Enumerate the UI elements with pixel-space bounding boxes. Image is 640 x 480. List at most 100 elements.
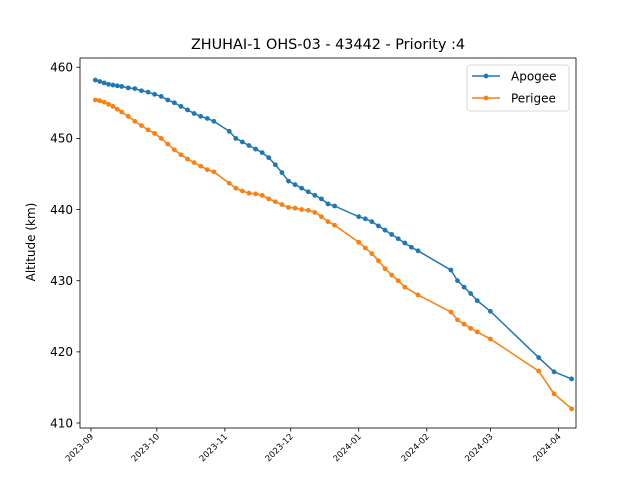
data-point-perigee [402,284,408,290]
data-point-apogee [106,81,111,87]
legend-label-apogee: Apogee [511,69,557,83]
data-point-apogee [389,232,395,237]
y-tick-label: 410 [50,416,73,430]
data-point-perigee [382,266,388,272]
data-point-apogee [101,80,107,86]
data-point-apogee [551,369,557,375]
data-point-apogee [97,79,103,84]
data-point-apogee [395,236,401,242]
data-point-apogee [356,214,362,220]
data-point-apogee [119,84,125,89]
data-point-apogee [402,240,408,246]
y-tick-label: 460 [50,61,73,75]
data-point-apogee [226,128,232,134]
data-point-apogee [125,85,131,91]
data-point-perigee [152,131,158,136]
data-point-apogee [279,170,285,175]
data-point-perigee [569,406,575,412]
data-point-perigee [488,336,493,342]
data-point-apogee [114,83,120,89]
data-point-apogee [415,248,421,254]
data-point-apogee [332,203,337,209]
data-point-perigee [185,156,190,162]
data-point-apogee [266,155,272,161]
data-point-perigee [191,160,197,166]
data-point-apogee [185,107,190,113]
data-point-perigee [415,292,421,298]
data-point-apogee [191,111,197,116]
data-point-apogee [448,267,454,273]
legend-swatch-marker [483,95,489,101]
data-point-apogee [165,97,171,103]
x-tick-label: 2023-12 [264,432,296,464]
data-point-perigee [204,167,210,173]
data-point-perigee [253,191,258,197]
plot-area [92,77,575,412]
data-point-perigee [369,251,375,257]
data-point-perigee [292,205,298,211]
data-point-apogee [474,298,480,304]
data-point-perigee [101,99,107,105]
x-tick-label: 2023-11 [198,432,230,464]
data-point-perigee [474,329,480,335]
data-point-apogee [319,196,324,202]
data-point-perigee [132,118,138,124]
data-point-perigee [312,210,318,215]
data-point-apogee [132,86,138,91]
data-point-perigee [305,207,311,213]
data-point-perigee [114,106,120,112]
data-point-apogee [246,143,252,148]
data-point-apogee [292,182,298,188]
data-point-apogee [110,82,116,88]
data-point-perigee [376,258,381,264]
data-point-perigee [92,97,98,103]
data-point-perigee [178,152,184,158]
data-point-perigee [299,207,305,212]
data-point-apogee [178,103,184,109]
data-point-apogee [312,192,318,198]
data-point-apogee [139,88,144,94]
data-point-perigee [389,272,395,278]
x-tick-label: 2024-02 [400,432,432,464]
data-point-apogee [272,162,278,168]
data-point-apogee [569,376,575,382]
data-point-apogee [488,308,493,314]
data-point-perigee [362,245,368,251]
data-point-apogee [152,91,158,97]
x-tick-label: 2023-10 [130,432,162,464]
data-point-perigee [139,123,144,128]
data-point-perigee [279,202,285,207]
data-point-perigee [198,163,204,169]
data-point-apogee [171,100,177,106]
y-tick-label: 450 [50,132,73,146]
data-point-apogee [461,284,467,290]
data-point-perigee [266,196,272,202]
data-point-perigee [332,222,337,228]
axes-frame [79,57,577,429]
data-point-perigee [125,113,131,119]
data-point-perigee [106,101,111,107]
data-point-apogee [362,216,368,222]
y-tick-label: 440 [50,203,73,217]
data-point-perigee [536,368,542,374]
legend-swatch-marker [483,73,489,79]
data-point-perigee [448,309,454,315]
data-point-perigee [165,141,171,147]
x-tick-label: 2023-09 [64,432,96,464]
y-axis-label: Altitude (km) [24,203,38,282]
data-point-apogee [145,89,151,95]
data-point-apogee [536,355,542,360]
data-point-perigee [171,147,177,153]
data-point-apogee [233,136,239,141]
data-point-perigee [240,188,245,194]
data-point-perigee [145,127,151,133]
data-point-perigee [226,180,232,186]
data-point-apogee [305,189,311,195]
data-point-perigee [356,239,362,245]
data-point-apogee [92,77,98,83]
legend: Apogee Perigee [466,64,570,112]
legend-label-perigee: Perigee [511,91,556,105]
data-point-apogee [211,118,217,124]
data-point-perigee [233,185,239,191]
